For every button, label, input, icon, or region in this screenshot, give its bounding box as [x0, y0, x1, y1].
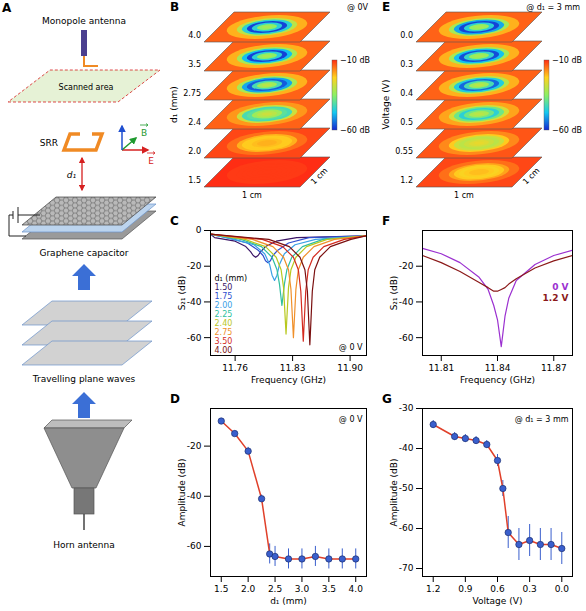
- svg-text:Horn antenna: Horn antenna: [53, 540, 115, 550]
- svg-text:11.83: 11.83: [280, 363, 306, 373]
- svg-text:Monopole antenna: Monopole antenna: [42, 16, 126, 26]
- svg-text:0.55: 0.55: [395, 147, 413, 156]
- svg-text:1 cm: 1 cm: [454, 191, 474, 200]
- svg-text:-40: -40: [187, 491, 202, 501]
- svg-text:Frequency (GHz): Frequency (GHz): [251, 375, 326, 385]
- svg-text:B: B: [141, 128, 147, 138]
- svg-text:@ 0 V: @ 0 V: [339, 415, 363, 424]
- svg-text:Voltage (V): Voltage (V): [473, 596, 523, 606]
- svg-text:4.00: 4.00: [215, 346, 233, 355]
- svg-text:Graphene capacitor: Graphene capacitor: [39, 248, 128, 258]
- svg-text:1.2: 1.2: [400, 176, 413, 185]
- svg-text:2.75: 2.75: [215, 328, 233, 337]
- svg-text:2.25: 2.25: [215, 310, 233, 319]
- svg-text:B: B: [170, 0, 179, 14]
- svg-text:0.6: 0.6: [490, 584, 505, 594]
- svg-text:Amplitude (dB): Amplitude (dB): [389, 459, 399, 527]
- svg-text:0.0: 0.0: [400, 31, 413, 40]
- svg-text:−10 dB: −10 dB: [552, 56, 582, 65]
- svg-text:1 cm: 1 cm: [242, 191, 262, 200]
- svg-text:4.0: 4.0: [188, 31, 201, 40]
- svg-text:1.5: 1.5: [188, 176, 201, 185]
- svg-text:-50: -50: [399, 483, 414, 493]
- svg-text:d₁ (mm): d₁ (mm): [169, 86, 179, 123]
- svg-text:-60: -60: [187, 541, 202, 551]
- svg-text:11.90: 11.90: [337, 363, 363, 373]
- svg-text:1.5: 1.5: [214, 584, 228, 594]
- svg-text:4.0: 4.0: [349, 584, 364, 594]
- svg-text:SRR: SRR: [40, 138, 58, 148]
- svg-text:1.75: 1.75: [215, 292, 233, 301]
- svg-text:2.0: 2.0: [188, 147, 201, 156]
- svg-text:-40: -40: [399, 443, 414, 453]
- svg-text:-40: -40: [399, 297, 414, 307]
- svg-text:0.0: 0.0: [555, 584, 570, 594]
- svg-text:0 V: 0 V: [552, 282, 568, 292]
- svg-text:Travelling plane waves: Travelling plane waves: [32, 374, 136, 384]
- svg-text:3.5: 3.5: [188, 60, 201, 69]
- svg-text:@ d₁ = 3 mm: @ d₁ = 3 mm: [515, 415, 569, 424]
- svg-text:@ 0 V: @ 0 V: [339, 343, 363, 352]
- svg-text:-60: -60: [187, 333, 202, 343]
- svg-text:-30: -30: [399, 403, 414, 413]
- svg-text:@ 0V: @ 0V: [347, 3, 369, 12]
- svg-text:3.0: 3.0: [295, 584, 310, 594]
- svg-text:-20: -20: [187, 261, 202, 271]
- html-text:D: D: [170, 392, 180, 406]
- svg-text:11.87: 11.87: [541, 363, 567, 373]
- svg-text:2.75: 2.75: [183, 89, 201, 98]
- svg-text:-40: -40: [187, 297, 202, 307]
- svg-text:1.2 V: 1.2 V: [542, 293, 568, 303]
- svg-text:S₂₁ (dB): S₂₁ (dB): [177, 276, 187, 311]
- svg-text:E: E: [148, 156, 154, 166]
- svg-text:d₁ (mm): d₁ (mm): [270, 596, 307, 606]
- svg-text:3.50: 3.50: [215, 337, 233, 346]
- svg-text:11.84: 11.84: [485, 363, 511, 373]
- html-text:C: C: [170, 214, 179, 228]
- svg-text:d₁ (mm): d₁ (mm): [215, 274, 248, 283]
- html-text:G: G: [382, 392, 392, 406]
- svg-text:0.5: 0.5: [400, 118, 413, 127]
- svg-text:-60: -60: [399, 523, 414, 533]
- svg-text:2.40: 2.40: [215, 319, 233, 328]
- svg-text:3.5: 3.5: [322, 584, 336, 594]
- svg-text:@ d₁ = 3 mm: @ d₁ = 3 mm: [526, 3, 580, 12]
- svg-text:2.5: 2.5: [268, 584, 282, 594]
- svg-text:A: A: [2, 1, 12, 15]
- svg-text:1.2: 1.2: [426, 584, 440, 594]
- svg-text:Scanned area: Scanned area: [59, 83, 114, 92]
- svg-text:11.81: 11.81: [428, 363, 454, 373]
- svg-text:E: E: [382, 0, 390, 14]
- svg-text:d₁: d₁: [67, 170, 77, 180]
- html-text:F: F: [382, 214, 391, 228]
- svg-text:S₂₁ (dB): S₂₁ (dB): [389, 276, 399, 311]
- svg-text:2.00: 2.00: [215, 301, 233, 310]
- svg-text:Voltage (V): Voltage (V): [381, 80, 391, 130]
- svg-text:−60 dB: −60 dB: [340, 126, 370, 135]
- svg-text:2.0: 2.0: [241, 584, 256, 594]
- svg-text:-60: -60: [399, 333, 414, 343]
- svg-text:-70: -70: [399, 563, 414, 573]
- svg-text:−60 dB: −60 dB: [552, 126, 582, 135]
- svg-text:0.3: 0.3: [400, 60, 413, 69]
- svg-text:Amplitude (dB): Amplitude (dB): [177, 459, 187, 527]
- svg-text:Frequency (GHz): Frequency (GHz): [460, 375, 535, 385]
- svg-text:-20: -20: [399, 261, 414, 271]
- svg-text:−10 dB: −10 dB: [340, 56, 370, 65]
- svg-text:0.3: 0.3: [522, 584, 536, 594]
- svg-text:1 cm: 1 cm: [521, 166, 542, 187]
- svg-text:0.9: 0.9: [458, 584, 473, 594]
- svg-text:-20: -20: [187, 441, 202, 451]
- svg-text:2.4: 2.4: [188, 118, 201, 127]
- svg-text:1.50: 1.50: [215, 283, 233, 292]
- svg-text:0.4: 0.4: [400, 89, 413, 98]
- svg-text:1 cm: 1 cm: [309, 166, 330, 187]
- svg-text:0: 0: [196, 225, 202, 235]
- svg-text:11.76: 11.76: [222, 363, 248, 373]
